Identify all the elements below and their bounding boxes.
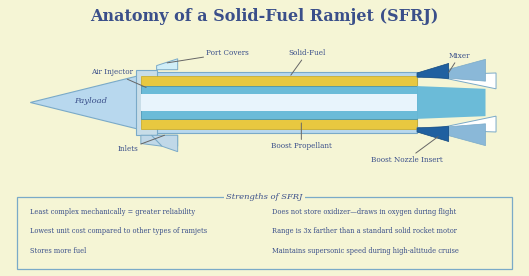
- Text: Boost Nozzle Insert: Boost Nozzle Insert: [371, 137, 442, 164]
- Ellipse shape: [158, 94, 166, 111]
- Text: Air Injector: Air Injector: [91, 68, 146, 87]
- Polygon shape: [417, 116, 496, 132]
- Polygon shape: [417, 59, 486, 81]
- Polygon shape: [417, 126, 449, 142]
- Text: Stores more fuel: Stores more fuel: [30, 247, 87, 255]
- Text: Lowest unit cost compared to other types of ramjets: Lowest unit cost compared to other types…: [30, 227, 207, 235]
- Polygon shape: [417, 86, 486, 119]
- Polygon shape: [135, 70, 157, 135]
- Polygon shape: [141, 76, 417, 86]
- Text: Inlets: Inlets: [117, 135, 165, 153]
- Text: Does not store oxidizer—draws in oxygen during flight: Does not store oxidizer—draws in oxygen …: [272, 208, 457, 216]
- FancyBboxPatch shape: [17, 197, 512, 269]
- Text: Payload: Payload: [75, 97, 107, 105]
- Text: Port Covers: Port Covers: [167, 49, 249, 63]
- Polygon shape: [141, 135, 162, 146]
- Polygon shape: [141, 86, 417, 119]
- Text: Anatomy of a Solid-Fuel Ramjet (SFRJ): Anatomy of a Solid-Fuel Ramjet (SFRJ): [90, 8, 439, 25]
- Polygon shape: [141, 94, 417, 111]
- Polygon shape: [141, 72, 417, 132]
- Text: Mixer: Mixer: [449, 52, 470, 72]
- Text: Least complex mechanically = greater reliability: Least complex mechanically = greater rel…: [30, 208, 195, 216]
- Polygon shape: [417, 124, 486, 146]
- Polygon shape: [141, 119, 417, 129]
- Text: Range is 3x farther than a standard solid rocket motor: Range is 3x farther than a standard soli…: [272, 227, 457, 235]
- Text: Boost Propellant: Boost Propellant: [271, 123, 332, 150]
- Polygon shape: [157, 59, 178, 70]
- Polygon shape: [417, 63, 449, 78]
- Text: Solid-Fuel: Solid-Fuel: [288, 49, 325, 75]
- Text: Maintains supersonic speed during high-altitude cruise: Maintains supersonic speed during high-a…: [272, 247, 459, 255]
- Polygon shape: [157, 135, 178, 146]
- Polygon shape: [417, 72, 496, 89]
- Text: Strengths of SFRJ: Strengths of SFRJ: [226, 193, 303, 201]
- Polygon shape: [151, 135, 178, 152]
- Polygon shape: [30, 75, 141, 130]
